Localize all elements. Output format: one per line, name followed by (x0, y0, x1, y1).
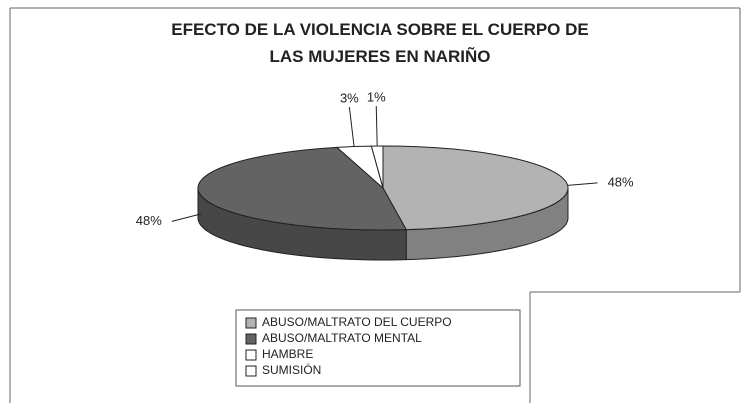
legend-label: HAMBRE (262, 347, 313, 361)
legend-label: SUMISIÓN (262, 362, 321, 377)
chart-title: EFECTO DE LA VIOLENCIA SOBRE EL CUERPO D… (171, 20, 589, 66)
leader-line (171, 213, 202, 222)
data-label: 48% (608, 174, 634, 189)
data-label: 1% (367, 89, 386, 104)
data-label: 48% (136, 213, 162, 228)
legend-swatch (245, 349, 257, 361)
leader-line (348, 106, 355, 147)
legend-swatch (245, 333, 257, 345)
legend-box (235, 309, 521, 387)
leader-line (567, 182, 598, 186)
legend-label: ABUSO/MALTRATO DEL CUERPO (262, 315, 452, 329)
pie-slice (197, 146, 408, 231)
legend-swatch (245, 365, 257, 377)
legend-label: ABUSO/MALTRATO MENTAL (262, 331, 422, 345)
pie-slice (370, 145, 384, 189)
data-label: 3% (340, 90, 359, 105)
legend-swatch (245, 317, 257, 329)
leader-line (375, 106, 378, 147)
